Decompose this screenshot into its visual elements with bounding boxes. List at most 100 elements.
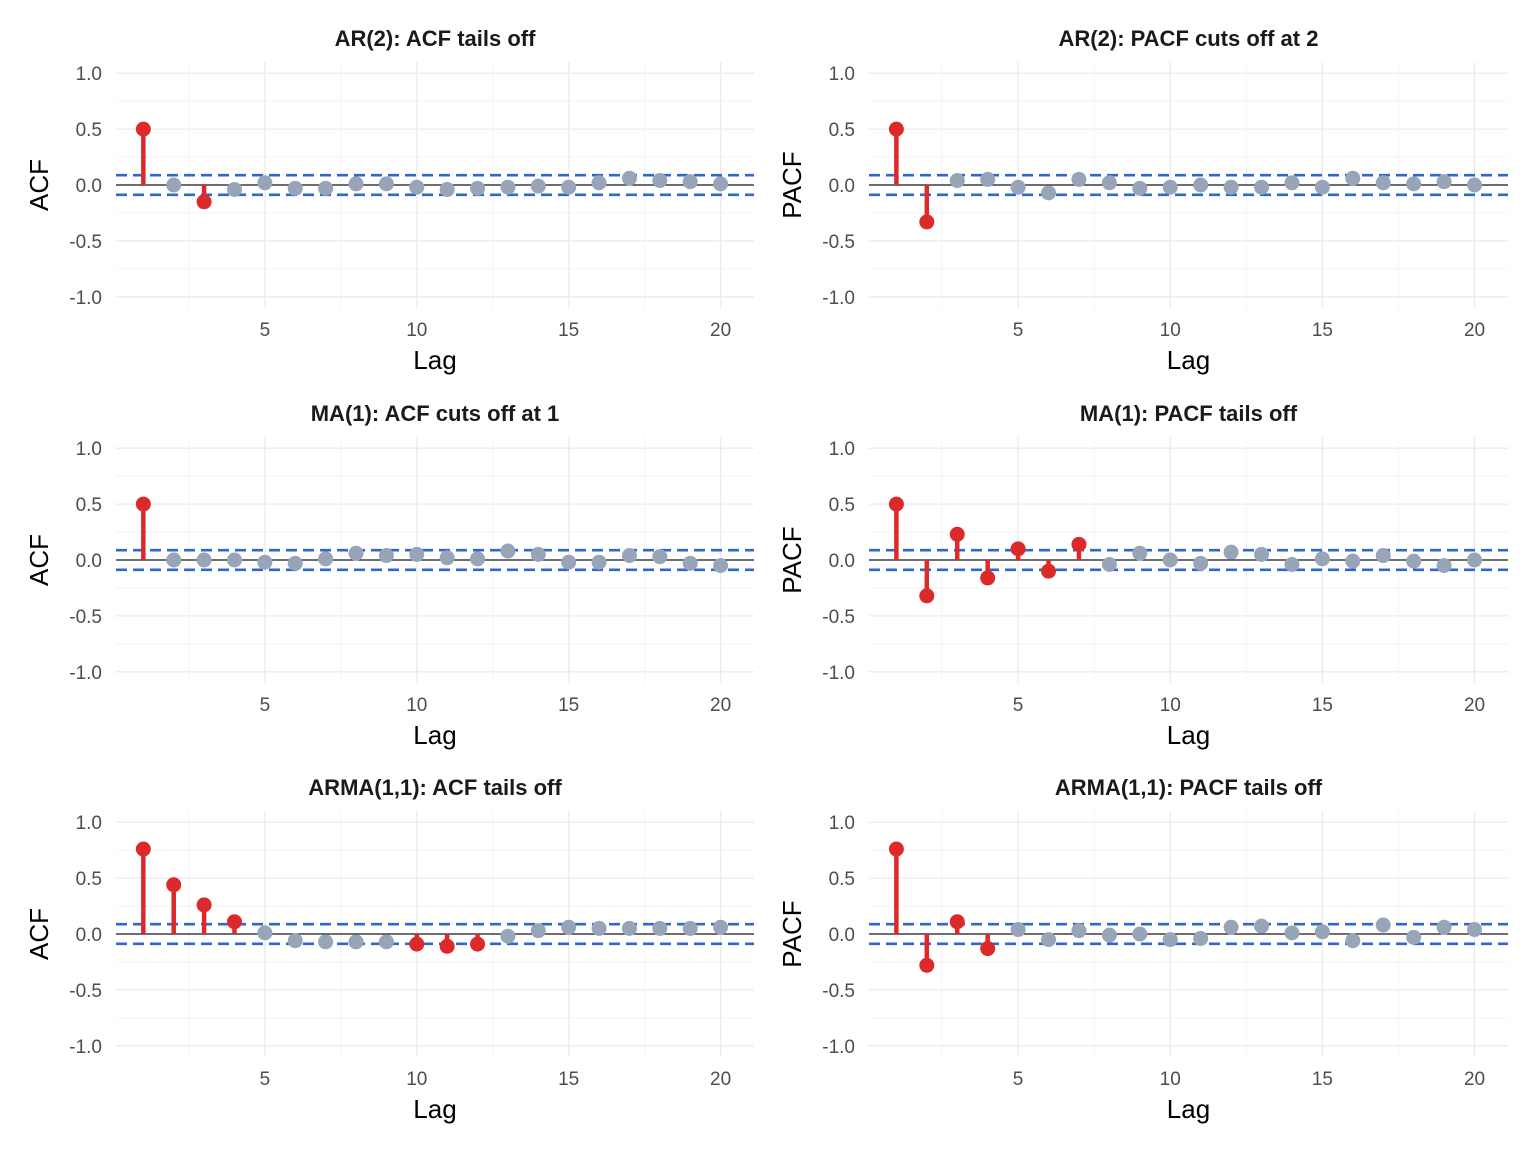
x-tick-label: 15	[558, 320, 579, 341]
lag-point	[888, 496, 904, 512]
lag-point	[1132, 180, 1148, 196]
lag-point	[682, 920, 698, 936]
lag-point	[348, 545, 364, 561]
lag-point	[919, 957, 935, 973]
x-tick-label: 15	[558, 695, 579, 716]
lag-point	[949, 526, 965, 542]
y-tick-label: -0.5	[69, 607, 102, 628]
lag-point	[135, 496, 151, 512]
panel-5: ARMA(1,1): ACF tails off -1.0 -0.5 0.0 0.5 1.…	[24, 775, 754, 1124]
lag-point	[409, 179, 425, 195]
lag-point	[1071, 536, 1087, 552]
y-tick-label: 0.0	[829, 176, 855, 197]
lag-point	[1467, 922, 1483, 938]
lag-point	[980, 941, 996, 957]
y-tick-label: 1.0	[76, 439, 102, 460]
y-axis-title: ACF	[24, 534, 54, 586]
lag-point	[1254, 179, 1270, 195]
lag-point	[591, 554, 607, 570]
lag-point	[1467, 552, 1483, 568]
lag-point	[166, 177, 182, 193]
lag-point	[530, 546, 546, 562]
x-tick-label: 20	[710, 320, 731, 341]
y-tick-label: -0.5	[822, 232, 855, 253]
lag-point	[888, 841, 904, 857]
x-axis-title: Lag	[1167, 345, 1210, 375]
lag-point	[470, 551, 486, 567]
lag-point	[439, 550, 455, 566]
lag-point	[1101, 927, 1117, 943]
y-tick-label: 1.0	[829, 439, 855, 460]
x-tick-label: 10	[1160, 320, 1181, 341]
x-tick-label: 15	[1312, 1069, 1333, 1090]
lag-point	[1101, 556, 1117, 572]
y-tick-label: 0.5	[829, 869, 855, 890]
lag-point	[713, 176, 729, 192]
lag-point	[257, 554, 273, 570]
lag-point	[1041, 563, 1057, 579]
lag-point	[621, 170, 637, 186]
panel-title: AR(2): PACF cuts off at 2	[1059, 26, 1319, 51]
y-tick-label: 0.5	[76, 869, 102, 890]
lag-point	[980, 570, 996, 586]
lag-point	[135, 121, 151, 137]
lag-point	[1375, 917, 1391, 933]
lag-point	[470, 180, 486, 196]
x-tick-label: 10	[1160, 1069, 1181, 1090]
lag-point	[1406, 929, 1422, 945]
lag-point	[348, 176, 364, 192]
lag-point	[318, 934, 334, 950]
panel-1: AR(2): ACF tails off -1.0 -0.5 0.0 0.5 1.0 5 10…	[24, 26, 754, 375]
x-tick-label: 5	[260, 320, 271, 341]
x-tick-label: 5	[1013, 695, 1024, 716]
lag-point	[1375, 175, 1391, 191]
lag-point	[621, 920, 637, 936]
lag-point	[1345, 170, 1361, 186]
panel-4: MA(1): PACF tails off -1.0 -0.5 0.0 0.5 1.0 5 1…	[777, 401, 1508, 750]
lag-point	[591, 175, 607, 191]
x-tick-label: 5	[1013, 1069, 1024, 1090]
lag-point	[621, 548, 637, 564]
lag-point	[378, 548, 394, 564]
y-axis-title: ACF	[24, 908, 54, 960]
y-tick-label: 0.0	[76, 925, 102, 946]
panel-title: ARMA(1,1): ACF tails off	[308, 775, 562, 800]
y-axis-title: ACF	[24, 159, 54, 211]
x-tick-label: 20	[710, 1069, 731, 1090]
y-tick-label: -1.0	[69, 288, 102, 309]
lag-point	[1010, 179, 1026, 195]
lag-point	[378, 176, 394, 192]
lag-point	[1254, 918, 1270, 934]
lag-point	[1314, 551, 1330, 567]
lag-point	[1467, 177, 1483, 193]
lag-point	[409, 546, 425, 562]
lag-point	[226, 181, 242, 197]
y-tick-label: -1.0	[822, 288, 855, 309]
panel-2: AR(2): PACF cuts off at 2 -1.0 -0.5 0.0 0.5 1…	[777, 26, 1508, 375]
y-tick-label: 0.5	[829, 495, 855, 516]
lag-point	[919, 588, 935, 604]
x-tick-label: 10	[406, 320, 427, 341]
lag-point	[196, 552, 212, 568]
lag-point	[500, 928, 516, 944]
lag-point	[287, 933, 303, 949]
lag-point	[919, 214, 935, 230]
lag-point	[257, 175, 273, 191]
lag-point	[1193, 177, 1209, 193]
panel-6: ARMA(1,1): PACF tails off -1.0 -0.5 0.0 0.5 1…	[777, 775, 1508, 1124]
x-tick-label: 10	[406, 695, 427, 716]
lag-point	[1193, 930, 1209, 946]
lag-point	[1223, 179, 1239, 195]
y-tick-label: 0.5	[76, 495, 102, 516]
y-tick-label: 0.5	[76, 120, 102, 141]
lag-point	[166, 877, 182, 893]
lag-point	[470, 936, 486, 952]
y-tick-label: -0.5	[822, 607, 855, 628]
x-tick-label: 20	[710, 695, 731, 716]
lag-point	[713, 558, 729, 574]
panel-title: AR(2): ACF tails off	[335, 26, 537, 51]
lag-point	[1406, 553, 1422, 569]
lag-point	[530, 923, 546, 939]
lag-point	[226, 552, 242, 568]
lag-point	[652, 920, 668, 936]
